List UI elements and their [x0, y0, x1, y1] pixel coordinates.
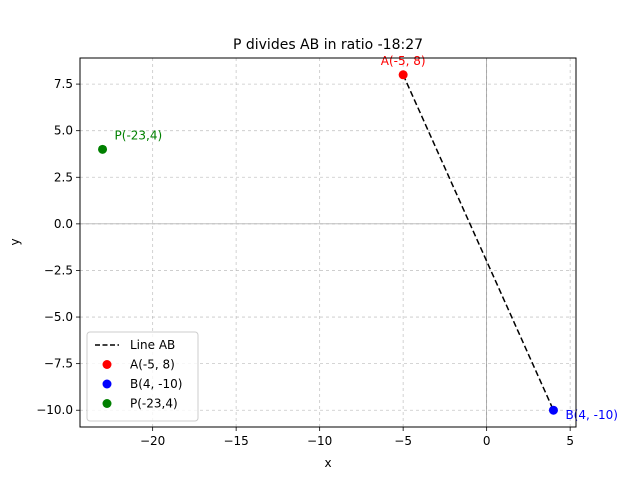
line-ab: [402, 74, 555, 411]
point-label: B(4, -10): [565, 408, 617, 422]
x-tick-label: −15: [223, 434, 248, 448]
chart-title: P divides AB in ratio -18:27: [233, 37, 423, 53]
y-tick-label: −7.5: [44, 357, 73, 371]
x-tick-label: −5: [394, 434, 412, 448]
legend-entry-label: Line AB: [130, 338, 175, 352]
zero-lines: [80, 58, 576, 427]
legend: Line AB A(-5, 8) B(4, -10) P(-23,4): [86, 331, 199, 422]
y-tick-label: 2.5: [54, 170, 73, 184]
x-tick-label: −10: [307, 434, 332, 448]
y-axis-label: y: [8, 238, 22, 245]
x-tick-label: 5: [566, 434, 574, 448]
point-marker: [98, 144, 108, 154]
legend-marker-swatch: [102, 360, 112, 369]
x-tick-label: −20: [140, 434, 165, 448]
legend-entry-label: B(4, -10): [130, 377, 182, 391]
point-label: A(-5, 8): [381, 54, 426, 68]
point-marker: [398, 70, 408, 80]
y-tick-label: 7.5: [54, 77, 73, 91]
y-tick-label: −5.0: [44, 310, 73, 324]
y-tick-label: 5.0: [54, 124, 73, 138]
plot-frame: [79, 57, 577, 428]
y-tick-label: 0.0: [54, 217, 73, 231]
y-tick-label: −10.0: [36, 403, 73, 417]
legend-entry-label: P(-23,4): [130, 397, 178, 411]
series: [98, 70, 558, 415]
x-axis: −20 −15 −10 −5 0 5: [140, 427, 574, 448]
legend-marker-swatch: [102, 379, 112, 389]
point-marker: [548, 405, 558, 415]
x-tick-label: 0: [483, 434, 491, 448]
legend-entry-label: A(-5, 8): [130, 358, 175, 372]
legend-marker-swatch: [102, 399, 112, 408]
legend-box: [86, 331, 199, 422]
y-tick-label: −2.5: [44, 263, 73, 277]
x-axis-label: x: [324, 456, 331, 470]
point-labels: A(-5, 8) B(4, -10) P(-23,4): [115, 54, 618, 422]
y-axis: −10.0 −7.5 −5.0 −2.5 0.0 2.5 5.0 7.5: [36, 77, 80, 417]
point-label: P(-23,4): [115, 128, 163, 142]
